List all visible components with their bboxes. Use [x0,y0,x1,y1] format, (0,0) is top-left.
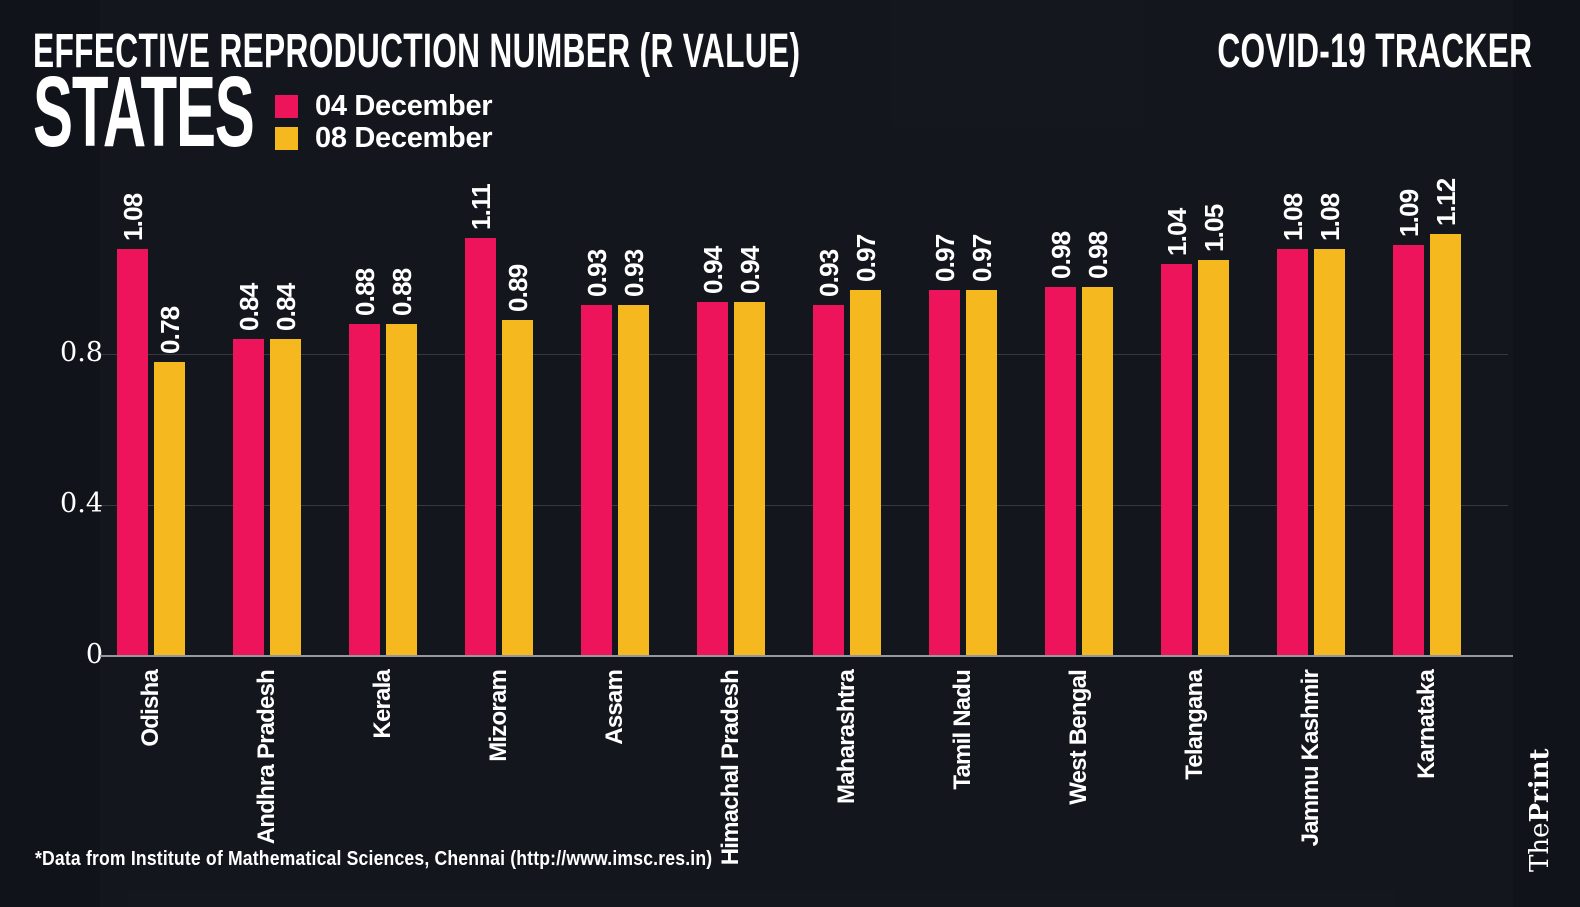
y-axis-tick-label-0.8: 0.8 [60,337,103,369]
value-label-08-december-maharashtra: 0.97 [850,234,881,283]
bar-04-december-tamil-nadu [929,290,960,656]
value-label-04-december-assam: 0.93 [581,249,612,298]
x-axis-label-maharashtra: Maharashtra [833,670,860,804]
value-label-04-december-kerala: 0.88 [349,268,380,317]
bar-04-december-west-bengal [1045,286,1076,656]
bar-08-december-mizoram [502,320,533,656]
y-axis-tick-label-0.4: 0.4 [60,488,103,520]
tracker-label: COVID-19 TRACKER [1216,25,1532,78]
value-label-08-december-andhra-pradesh: 0.84 [270,283,301,332]
bar-04-december-telangana [1161,263,1192,656]
value-label-04-december-himachal-pradesh: 0.94 [697,246,728,294]
value-label-04-december-west-bengal: 0.98 [1045,231,1076,279]
bar-08-december-andhra-pradesh [270,339,301,656]
gridline-0.8 [100,353,1508,355]
section-title: STATES [33,56,255,168]
value-label-08-december-jammu-kashmir: 1.08 [1314,193,1345,241]
legend-label-04-december: 04 December [315,90,493,122]
x-axis-label-andhra-pradesh: Andhra Pradesh [253,670,280,845]
x-axis-label-odisha: Odisha [137,670,164,747]
bar-08-december-west-bengal [1082,286,1113,656]
bar-04-december-himachal-pradesh [697,301,728,656]
value-label-08-december-odisha: 0.78 [154,306,185,354]
bar-08-december-kerala [386,324,417,656]
gridline-0.4 [100,504,1508,506]
x-axis-line [100,655,1513,657]
x-axis-label-telangana: Telangana [1181,670,1208,780]
value-label-04-december-telangana: 1.04 [1161,208,1192,256]
bar-04-december-karnataka [1393,245,1424,656]
value-label-04-december-maharashtra: 0.93 [813,249,844,298]
brand-part-the: The [1525,822,1555,872]
x-axis-label-himachal-pradesh: Himachal Pradesh [717,670,744,866]
bar-08-december-maharashtra [850,290,881,656]
value-label-04-december-odisha: 1.08 [117,193,148,241]
bar-04-december-kerala [349,324,380,656]
value-label-08-december-tamil-nadu: 0.97 [966,234,997,283]
value-label-04-december-andhra-pradesh: 0.84 [233,283,264,332]
bar-04-december-maharashtra [813,305,844,656]
value-label-04-december-karnataka: 1.09 [1393,189,1424,238]
legend-swatch-04-december [275,95,298,118]
value-label-04-december-jammu-kashmir: 1.08 [1277,193,1308,241]
brand-part-print: Print [1525,748,1555,823]
bar-08-december-jammu-kashmir [1314,248,1345,656]
bar-08-december-karnataka [1430,233,1461,656]
bar-08-december-himachal-pradesh [734,301,765,656]
bar-08-december-telangana [1198,260,1229,656]
bar-04-december-assam [581,305,612,656]
x-axis-label-jammu-kashmir: Jammu Kashmir [1297,670,1324,847]
value-label-08-december-assam: 0.93 [618,249,649,298]
value-label-08-december-west-bengal: 0.98 [1082,231,1113,279]
bar-04-december-mizoram [465,237,496,656]
source-note: *Data from Institute of Mathematical Sci… [35,848,713,870]
x-axis-label-karnataka: Karnataka [1413,670,1440,779]
value-label-08-december-mizoram: 0.89 [502,265,533,313]
legend-swatch-08-december [275,127,298,150]
value-label-04-december-tamil-nadu: 0.97 [929,234,960,283]
value-label-08-december-telangana: 1.05 [1198,204,1229,253]
page-title: EFFECTIVE REPRODUCTION NUMBER (R VALUE) [33,25,801,78]
bar-04-december-andhra-pradesh [233,339,264,656]
y-axis-tick-label-0: 0 [85,639,103,670]
value-label-08-december-karnataka: 1.12 [1430,178,1461,226]
x-axis-label-west-bengal: West Bengal [1065,670,1092,805]
legend-label-08-december: 08 December [315,122,493,154]
x-axis-label-mizoram: Mizoram [485,670,512,762]
bar-04-december-jammu-kashmir [1277,248,1308,656]
x-axis-label-assam: Assam [601,670,628,745]
bar-04-december-odisha [117,248,148,656]
bar-08-december-odisha [154,361,185,656]
bar-08-december-tamil-nadu [966,290,997,656]
bar-08-december-assam [618,305,649,656]
value-label-08-december-kerala: 0.88 [386,268,417,317]
theprint-logo: ThePrint [1525,748,1555,872]
x-axis-label-kerala: Kerala [369,670,396,739]
value-label-04-december-mizoram: 1.11 [465,183,496,230]
value-label-08-december-himachal-pradesh: 0.94 [734,246,765,294]
x-axis-label-tamil-nadu: Tamil Nadu [949,670,976,790]
